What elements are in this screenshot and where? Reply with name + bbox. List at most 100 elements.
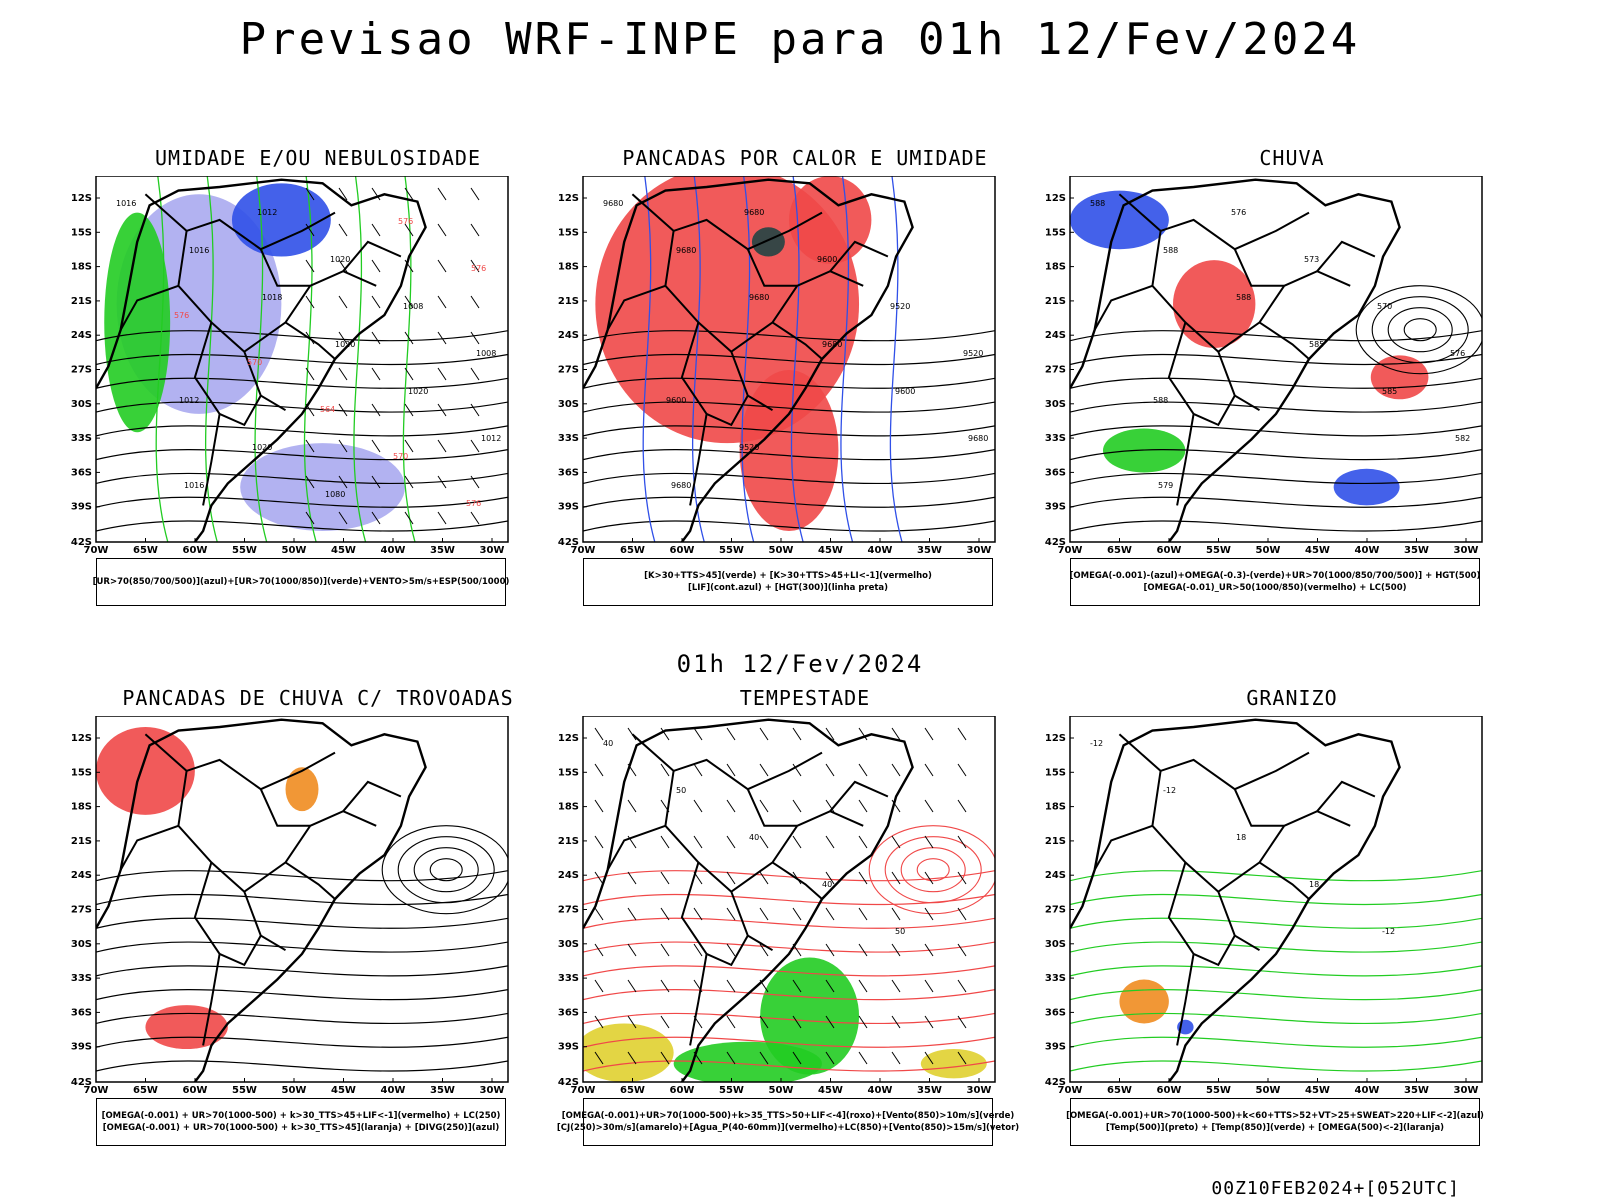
legend-text: [CJ(250)>30m/s](amarelo)+[Agua_P(40-60mm… [556, 1123, 1020, 1133]
state-border [1093, 824, 1153, 871]
lon-tick-label: 45W [331, 1085, 356, 1096]
wind-vector [693, 943, 703, 957]
contour-label: 9680 [744, 208, 764, 217]
wind-vector [726, 799, 736, 813]
contour-line [402, 176, 416, 542]
lat-tick-label: 39S [1045, 1042, 1066, 1053]
lon-tick-label: 55W [232, 545, 257, 556]
lat-tick-label: 39S [1045, 502, 1066, 513]
contour-label: 576 [1450, 349, 1465, 358]
wind-vector [305, 511, 315, 525]
closed-contour [1355, 285, 1482, 375]
lon-tick-label: 65W [620, 1085, 645, 1096]
wind-vector [792, 907, 802, 921]
state-border [730, 810, 864, 893]
lon-tick-label: 55W [232, 1085, 257, 1096]
contour-line [96, 353, 508, 366]
contour-line [96, 377, 508, 389]
wind-vector [924, 835, 934, 849]
state-border [243, 810, 377, 893]
wind-vector [660, 835, 670, 849]
wind-vector [825, 1051, 835, 1065]
state-border [1118, 733, 1310, 791]
contour-line [1070, 330, 1482, 342]
wind-vector [792, 727, 802, 741]
lon-tick-label: 50W [769, 545, 794, 556]
contour-line [583, 377, 995, 389]
state-border [606, 284, 666, 331]
field-shading-red [1173, 260, 1256, 349]
contour-line [1070, 496, 1482, 508]
wind-vector [726, 907, 736, 921]
wind-vector [470, 475, 480, 489]
contour-label: 9520 [890, 302, 910, 311]
wind-vector [305, 439, 315, 453]
lon-tick-label: 30W [480, 545, 505, 556]
lat-tick-label: 18S [1045, 802, 1066, 813]
contour-label: 576 [398, 217, 413, 226]
state-border [1093, 284, 1153, 331]
wind-vector [594, 1015, 604, 1029]
wind-vector [404, 367, 414, 381]
lon-tick-label: 40W [868, 545, 893, 556]
contour-label: 1016 [189, 246, 209, 255]
wind-vector [792, 1015, 802, 1029]
legend-text: [K>30+TTS>45](verde) + [K>30+TTS>45+LI<-… [644, 571, 932, 581]
wind-vector [627, 907, 637, 921]
lon-tick-label: 50W [282, 1085, 307, 1096]
forecast-time-label: 01h 12/Fev/2024 [676, 650, 924, 678]
contour-line [583, 1036, 995, 1048]
contour-label: 573 [1304, 255, 1319, 264]
wind-vector [858, 835, 868, 849]
contour-line [1070, 520, 1482, 532]
lon-tick-label: 30W [1454, 545, 1479, 556]
wind-vector [693, 835, 703, 849]
state-border [829, 240, 889, 272]
wind-vector [792, 835, 802, 849]
lon-tick-label: 45W [331, 545, 356, 556]
legend-text: [OMEGA(-0.001)+UR>70(1000-500)+k>35_TTS>… [561, 1111, 1015, 1121]
wind-vector [660, 763, 670, 777]
lat-tick-label: 33S [1045, 973, 1066, 984]
closed-contour [868, 825, 995, 915]
wind-vector [858, 1015, 868, 1029]
panel-pancadas-calor: PANCADAS POR CALOR E UMIDADE 9680 9680 968… [545, 146, 1025, 636]
lon-tick-label: 40W [1355, 545, 1380, 556]
map-plot: 40 50 40 40 50 12S 15S 18S 21S 24S 27S 30S 33S 36S 39S… [558, 716, 996, 1096]
panel-title: UMIDADE E/OU NEBULOSIDADE [154, 146, 482, 170]
state-border [259, 788, 311, 827]
contour-line [96, 330, 508, 342]
contour-label: 570 [247, 358, 262, 367]
panel-pancadas-trovoadas: PANCADAS DE CHUVA C/ TROVOADAS 12S 15S 18S… [58, 686, 538, 1176]
wind-vector [404, 475, 414, 489]
wind-vector [371, 511, 381, 525]
lat-tick-label: 39S [71, 502, 92, 513]
lon-tick-label: 65W [1107, 545, 1132, 556]
legend-text: [Temp(500)](preto) + [Temp(850)](verde) … [1105, 1123, 1445, 1133]
wind-vector [924, 979, 934, 993]
lat-tick-label: 27S [71, 905, 92, 916]
wind-vector [627, 871, 637, 885]
wind-vector [470, 331, 480, 345]
field-shading-blue [1333, 468, 1400, 506]
lat-tick-label: 18S [558, 802, 579, 813]
contour-line [642, 176, 656, 542]
contour-line [1070, 870, 1482, 882]
wind-vector [371, 223, 381, 237]
state-border [1258, 861, 1310, 900]
wind-vector [371, 475, 381, 489]
state-border [243, 270, 377, 353]
closed-contour [413, 847, 479, 893]
lon-tick-label: 50W [1256, 545, 1281, 556]
wind-vector [437, 331, 447, 345]
contour-line [583, 1012, 995, 1025]
wind-vector [726, 763, 736, 777]
state-border [284, 861, 336, 900]
wind-vector [437, 367, 447, 381]
wind-vector [371, 367, 381, 381]
map-frame [95, 176, 509, 543]
contour-label: 1008 [476, 349, 496, 358]
lat-tick-label: 27S [1045, 365, 1066, 376]
wind-vector [305, 295, 315, 309]
lat-tick-label: 30S [1045, 399, 1066, 410]
